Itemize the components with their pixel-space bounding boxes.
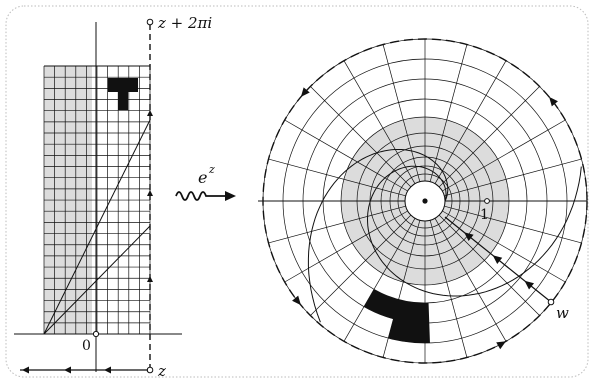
polar-grid-spoke bbox=[429, 44, 468, 182]
map-base-label: e bbox=[198, 168, 207, 187]
radial-arrows bbox=[464, 232, 535, 290]
diagonal-line-steep bbox=[43, 119, 151, 335]
polar-grid-spoke bbox=[343, 218, 416, 342]
left-arrow-icon bbox=[104, 366, 111, 374]
ray-arrow-icon bbox=[464, 232, 474, 242]
polar-grid-spoke bbox=[310, 214, 412, 316]
left-arrow-icon bbox=[64, 366, 71, 374]
polar-grid-spoke bbox=[442, 210, 566, 283]
t-shape-marker bbox=[108, 78, 138, 110]
polar-grid-spoke bbox=[268, 205, 406, 244]
spiral-curve bbox=[307, 149, 449, 323]
polar-grid-spoke bbox=[429, 220, 468, 358]
ray-arrow-icon bbox=[492, 255, 503, 265]
polar-grid-spoke bbox=[268, 158, 406, 197]
label-z-plus-2pi-i: z + 2πi bbox=[157, 14, 212, 32]
circle-arrow-icon bbox=[496, 341, 506, 350]
bottom-endpoint bbox=[146, 366, 154, 374]
wavy-arrow-head-icon bbox=[225, 191, 236, 201]
polar-grid-spoke bbox=[284, 210, 408, 283]
figure-frame bbox=[5, 5, 589, 378]
dashed-boundary-circle bbox=[262, 38, 588, 364]
wavy-arrow-icon bbox=[175, 191, 226, 201]
polar-grid-spoke bbox=[438, 214, 540, 316]
point-w bbox=[547, 298, 555, 306]
circle-arrow-icon bbox=[549, 96, 558, 107]
polar-grid-spoke bbox=[438, 86, 540, 188]
circle-arrow-icon bbox=[300, 87, 310, 97]
strip-panel: z + 2πi z 0 bbox=[14, 14, 212, 380]
boundary-arrows bbox=[292, 87, 558, 350]
up-arrow-icon bbox=[147, 190, 153, 196]
up-arrow-icon bbox=[147, 276, 153, 282]
polar-grid-spoke bbox=[444, 205, 582, 244]
unit-point bbox=[484, 198, 490, 204]
t-shape-image bbox=[364, 289, 430, 343]
spiral-curve bbox=[366, 165, 582, 297]
polar-grid-spoke bbox=[434, 218, 507, 342]
disk-panel: 1 w bbox=[258, 38, 588, 364]
up-arrow-icon bbox=[147, 110, 153, 116]
polar-grid-spoke bbox=[442, 119, 566, 192]
map-exponent-label: z bbox=[208, 163, 215, 176]
label-origin: 0 bbox=[82, 338, 91, 354]
diagonal-line-shallow bbox=[43, 225, 151, 335]
polar-grid-spoke bbox=[434, 60, 507, 184]
center-point bbox=[422, 198, 428, 204]
polar-grid-spoke bbox=[310, 86, 412, 188]
label-w: w bbox=[556, 304, 569, 322]
spiral-curves bbox=[307, 149, 582, 323]
left-arrow-icon bbox=[22, 366, 29, 374]
label-one: 1 bbox=[480, 207, 489, 223]
label-z: z bbox=[157, 362, 166, 380]
ray-arrow-icon bbox=[524, 280, 535, 290]
polar-grid-spoke bbox=[382, 44, 421, 182]
circle-arrow-icon bbox=[292, 295, 301, 306]
polar-grid-spoke bbox=[284, 119, 408, 192]
origin-point bbox=[92, 330, 100, 338]
polar-grid-spoke bbox=[343, 60, 416, 184]
polar-grid-spoke bbox=[444, 158, 582, 197]
top-endpoint bbox=[146, 18, 154, 26]
mapping-symbol: e z bbox=[175, 163, 236, 201]
